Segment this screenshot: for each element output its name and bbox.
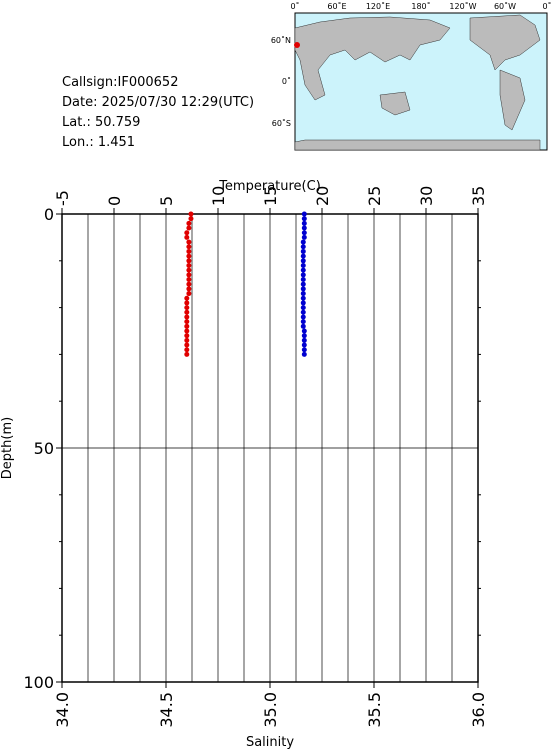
data-point xyxy=(300,300,306,306)
info-text: Callsign:IF000652 xyxy=(62,75,178,90)
data-point xyxy=(301,220,307,226)
data-point xyxy=(300,248,306,254)
map-lon-label: 120˚E xyxy=(366,1,390,11)
x2-tick-label: -5 xyxy=(53,190,72,206)
x-tick-label: 34.0 xyxy=(53,692,72,728)
data-point xyxy=(184,323,190,329)
data-point xyxy=(186,248,192,254)
data-point xyxy=(301,225,307,231)
data-point xyxy=(301,234,307,240)
map-lon-label: 60˚E xyxy=(327,1,346,11)
x2-tick-label: 20 xyxy=(313,186,332,206)
x-tick-label: 35.0 xyxy=(261,692,280,728)
data-point xyxy=(300,291,306,297)
y-tick-label: 100 xyxy=(23,673,54,692)
data-point xyxy=(300,267,306,273)
data-point xyxy=(300,272,306,278)
map-lat-label: 60˚N xyxy=(271,35,291,45)
axis-title: Salinity xyxy=(246,735,294,750)
data-point xyxy=(300,314,306,320)
x2-tick-label: 5 xyxy=(157,196,176,206)
data-point xyxy=(301,347,307,353)
data-point xyxy=(188,216,194,222)
map-lon-label: 120˚W xyxy=(449,1,476,11)
y-tick-label: 50 xyxy=(34,439,54,458)
info-text: Date: 2025/07/30 12:29(UTC) xyxy=(62,95,254,110)
x-tick-label: 35.5 xyxy=(365,692,384,728)
x2-tick-label: 30 xyxy=(417,186,436,206)
map-lat-label: 0˚ xyxy=(282,76,291,86)
map-lon-label: 0˚ xyxy=(542,1,551,11)
axis-title: Temperature(C) xyxy=(218,179,321,194)
data-point xyxy=(300,323,306,329)
data-point xyxy=(300,295,306,301)
data-point xyxy=(184,309,190,315)
data-point xyxy=(186,281,192,287)
data-point xyxy=(186,277,192,283)
map-lat-label: 60˚S xyxy=(272,118,291,128)
x2-tick-label: 15 xyxy=(261,186,280,206)
data-point xyxy=(300,305,306,311)
data-point xyxy=(300,286,306,292)
data-point xyxy=(300,281,306,287)
data-point xyxy=(186,286,192,292)
data-point xyxy=(301,342,307,348)
data-point xyxy=(184,328,190,334)
data-point xyxy=(301,351,307,357)
x2-tick-label: 0 xyxy=(105,196,124,206)
data-point xyxy=(301,337,307,343)
x2-tick-label: 35 xyxy=(469,186,488,206)
axis-title: Depth(m) xyxy=(0,417,15,479)
data-point xyxy=(186,239,192,245)
x-tick-label: 36.0 xyxy=(469,692,488,728)
data-point xyxy=(300,244,306,250)
data-point xyxy=(301,230,307,236)
data-point xyxy=(300,239,306,245)
data-point xyxy=(184,234,190,240)
data-point xyxy=(301,328,307,334)
data-point xyxy=(186,267,192,273)
data-point xyxy=(184,333,190,339)
data-point xyxy=(186,272,192,278)
data-point xyxy=(184,230,190,236)
data-point xyxy=(300,319,306,325)
data-point xyxy=(186,253,192,259)
x-tick-label: 34.5 xyxy=(157,692,176,728)
data-point xyxy=(184,305,190,311)
data-point xyxy=(184,314,190,320)
data-point xyxy=(300,258,306,264)
data-point xyxy=(188,211,194,217)
data-point xyxy=(184,300,190,306)
data-point xyxy=(300,277,306,283)
map-lon-label: 60˚W xyxy=(494,1,516,11)
data-point xyxy=(186,220,192,226)
data-point xyxy=(184,351,190,357)
data-point xyxy=(301,211,307,217)
x2-tick-label: 10 xyxy=(209,186,228,206)
data-point xyxy=(184,295,190,301)
data-point xyxy=(184,337,190,343)
data-point xyxy=(300,309,306,315)
data-point xyxy=(301,333,307,339)
x2-tick-label: 25 xyxy=(365,186,384,206)
data-point xyxy=(186,262,192,268)
data-point xyxy=(186,225,192,231)
data-point xyxy=(301,216,307,222)
data-point xyxy=(300,262,306,268)
info-text: Lon.: 1.451 xyxy=(62,135,135,150)
y-tick-label: 0 xyxy=(44,205,54,224)
data-point xyxy=(300,253,306,259)
map-lon-label: 0˚ xyxy=(290,1,299,11)
data-point xyxy=(186,258,192,264)
data-point xyxy=(184,319,190,325)
data-point xyxy=(186,244,192,250)
data-point xyxy=(186,291,192,297)
data-point xyxy=(184,347,190,353)
map-lon-label: 180˚ xyxy=(411,1,430,11)
data-point xyxy=(184,342,190,348)
world-map xyxy=(294,12,548,151)
info-text: Lat.: 50.759 xyxy=(62,115,140,130)
